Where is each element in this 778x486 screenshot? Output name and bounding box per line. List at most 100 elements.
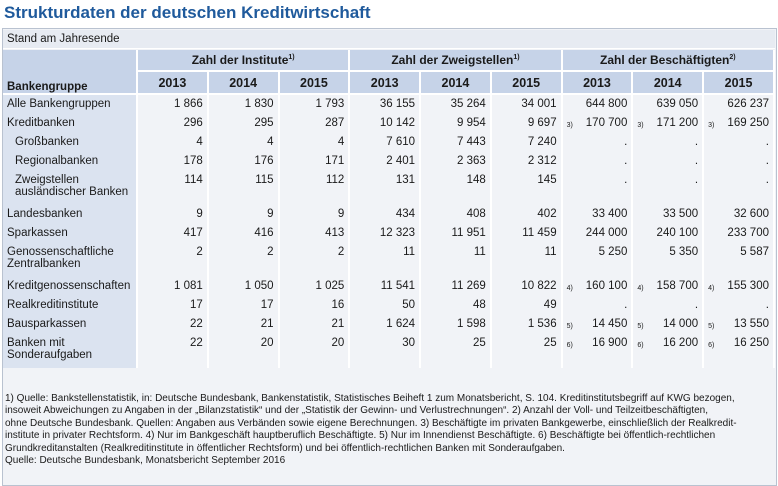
cell-value: 22 <box>189 318 203 330</box>
row-label: Kreditbanken <box>3 114 138 133</box>
table-cell: 1 536 <box>490 315 563 334</box>
footnote-marker: 3) <box>566 122 573 129</box>
cell-value: 114 <box>184 174 203 186</box>
table-cell: . <box>561 152 634 171</box>
cell-value: 115 <box>255 174 274 186</box>
table-cell: 7 240 <box>490 133 563 152</box>
cell-value: . <box>694 174 699 186</box>
table-cell: 114 <box>137 171 209 205</box>
cell-value: 30 <box>402 337 416 349</box>
table-cell: 2 401 <box>349 152 422 171</box>
table-cell: 48 <box>420 296 492 315</box>
table-cell: . <box>561 296 634 315</box>
cell-value: 33 500 <box>662 208 699 220</box>
table-row: Genossenschaftliche Zentralbanken 2 2 2 11 11 1… <box>3 243 775 277</box>
cell-value: 9 <box>337 208 345 220</box>
cell-value: 12 323 <box>379 227 416 239</box>
cell-value: 1 830 <box>244 98 274 110</box>
column-group-beschaeftigte: Zahl der Beschäftigten2) <box>561 50 776 72</box>
year-header: 2014 <box>207 71 280 95</box>
cell-value: 2 312 <box>527 155 557 167</box>
cell-value: 2 <box>267 246 274 258</box>
table-cell: 233 700 <box>703 224 775 243</box>
year-header: 2014 <box>420 71 492 95</box>
table-row: Bausparkassen 22 21 21 1 624 1 598 1 536 5) 14 4… <box>3 315 775 334</box>
cell-value: 14 000 <box>662 318 699 330</box>
table-cell: . <box>703 133 775 152</box>
cell-value: 20 <box>331 337 345 349</box>
table-cell: 1 624 <box>349 315 422 334</box>
cell-value: 295 <box>254 117 274 129</box>
table-cell: . <box>561 133 634 152</box>
table-cell: 22 <box>137 315 209 334</box>
table-cell: 1 793 <box>278 94 351 114</box>
cell-value: 16 200 <box>662 337 699 349</box>
cell-value: 417 <box>183 227 203 239</box>
cell-value: 32 600 <box>733 208 769 220</box>
cell-value: 434 <box>395 208 416 220</box>
cell-value: 169 250 <box>727 117 769 129</box>
cell-value: 10 142 <box>379 117 416 129</box>
cell-value: 408 <box>466 208 486 220</box>
table-cell: 9 <box>207 205 280 224</box>
cell-value: 21 <box>260 318 274 330</box>
table-cell: 287 <box>278 114 351 133</box>
table-cell: 11 269 <box>420 277 492 296</box>
footnote-marker: 3) <box>637 122 644 129</box>
cell-value: . <box>624 155 628 167</box>
table-cell: 22 <box>137 334 209 368</box>
table-cell: 408 <box>420 205 492 224</box>
table-cell: . <box>703 296 775 315</box>
footnote-marker: 4) <box>708 285 715 292</box>
table-cell: 176 <box>207 152 280 171</box>
table-cell: 11 <box>420 243 492 277</box>
table-cell: 9 <box>278 205 351 224</box>
table-cell: 9 954 <box>420 114 492 133</box>
table-cell: 1 830 <box>207 94 280 114</box>
footnote-marker: 5) <box>637 323 644 330</box>
cell-value: 11 269 <box>451 280 486 292</box>
cell-value: . <box>694 155 699 167</box>
cell-value: . <box>765 299 769 311</box>
cell-value: 240 100 <box>656 227 699 239</box>
table-cell: 244 000 <box>561 224 634 243</box>
cell-value: 171 200 <box>656 117 699 129</box>
page-title: Strukturdaten der deutschen Kreditwirtsc… <box>4 3 371 22</box>
cell-value: . <box>694 136 699 148</box>
row-label: Zweigstellen ausländischer Banken <box>3 171 138 205</box>
cell-value: 413 <box>325 227 345 239</box>
column-group-zweigstellen: Zahl der Zweigstellen1) <box>349 50 563 72</box>
cell-value: 48 <box>473 299 486 311</box>
cell-value: . <box>765 155 769 167</box>
row-label-text: Banken mit <box>7 337 65 349</box>
table-cell: 10 142 <box>349 114 422 133</box>
row-label: Bausparkassen <box>3 315 138 334</box>
cell-value: 287 <box>325 117 345 129</box>
cell-value: 148 <box>466 174 486 186</box>
row-label-text: Großbanken <box>15 136 79 148</box>
cell-value: 16 250 <box>733 337 769 349</box>
row-label-text: Realkreditinstitute <box>7 299 99 311</box>
table-cell: 171 <box>278 152 351 171</box>
cell-value: 34 001 <box>521 98 557 110</box>
cell-value: 626 237 <box>727 98 769 110</box>
cell-value: 9 954 <box>457 117 486 129</box>
table-cell: 21 <box>278 315 351 334</box>
cell-value: 33 400 <box>592 208 628 220</box>
row-label-text: Alle Bankengruppen <box>7 98 111 110</box>
table-cell: 3) 171 200 <box>632 114 705 133</box>
row-label-text: Sonderaufgaben <box>7 349 93 361</box>
table-cell: 5 250 <box>561 243 634 277</box>
table-cell: 1 025 <box>278 277 351 296</box>
table-cell: 2 363 <box>420 152 492 171</box>
footnote-marker: 5) <box>566 323 573 330</box>
cell-value: 11 541 <box>380 280 416 292</box>
cell-value: 155 300 <box>727 280 769 292</box>
cell-value: 1 081 <box>173 280 203 292</box>
table-cell: 240 100 <box>632 224 705 243</box>
table-cell: 4 <box>278 133 351 152</box>
table-cell: 11 951 <box>420 224 492 243</box>
cell-value: 17 <box>260 299 274 311</box>
cell-value: 11 459 <box>522 227 557 239</box>
year-header: 2013 <box>561 71 634 95</box>
